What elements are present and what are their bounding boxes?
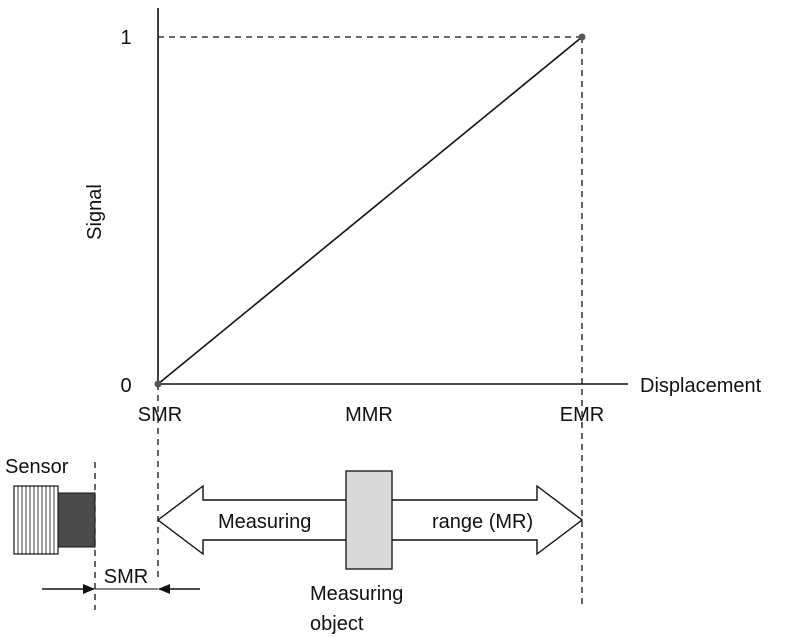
range-label-left: Measuring bbox=[218, 511, 311, 533]
sensor-icon bbox=[13, 485, 96, 555]
smr-gap-label: SMR bbox=[104, 566, 148, 588]
end-point bbox=[578, 33, 586, 41]
sensor-label: Sensor bbox=[5, 456, 69, 478]
y-axis-label: Signal bbox=[84, 184, 106, 240]
measuring-object bbox=[345, 470, 393, 570]
range-label-right: range (MR) bbox=[432, 511, 533, 533]
y-tick-low: 0 bbox=[120, 375, 131, 397]
object-label-line1: Measuring bbox=[310, 583, 403, 605]
marker-mmr: MMR bbox=[345, 404, 393, 426]
signal-line bbox=[157, 36, 583, 385]
object-label-line2: object bbox=[310, 613, 364, 635]
marker-smr: SMR bbox=[138, 404, 182, 426]
y-tick-high: 1 bbox=[120, 27, 131, 49]
start-point bbox=[154, 380, 162, 388]
marker-emr: EMR bbox=[560, 404, 604, 426]
x-axis-label: Displacement bbox=[640, 375, 762, 397]
